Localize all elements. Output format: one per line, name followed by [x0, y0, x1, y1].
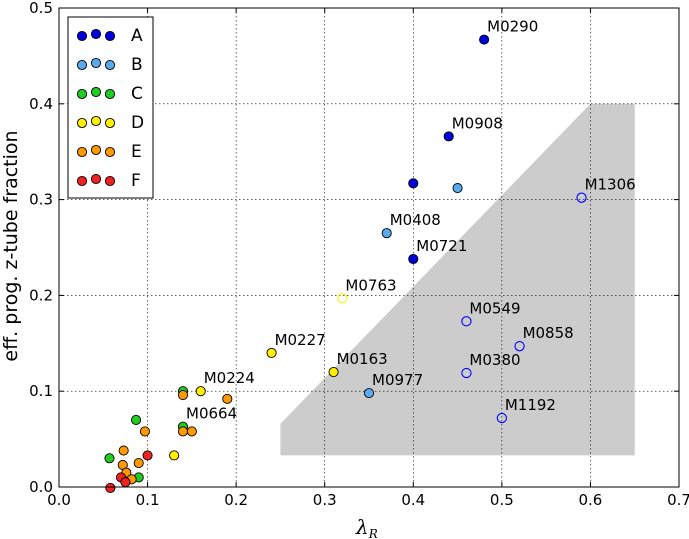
y-tick-label: 0.0: [29, 478, 53, 496]
legend-marker: [90, 57, 102, 69]
legend-marker: [104, 30, 116, 42]
data-point-d: [328, 366, 339, 378]
point-annotation: M0408: [390, 211, 441, 229]
data-point-a: [408, 253, 419, 265]
x-tick-label: 0.7: [667, 491, 689, 509]
plot-frame: [58, 7, 680, 488]
point-annotation: M0224: [204, 369, 255, 387]
y-tick-label: 0.3: [29, 191, 53, 209]
point-annotation: M0227: [275, 331, 326, 349]
data-point-layer: [104, 34, 587, 494]
legend-box: [67, 16, 154, 199]
legend-marker: [76, 146, 88, 158]
y-axis-label: eff. prog. z-tube fraction: [0, 130, 22, 361]
data-point-a: [408, 178, 419, 189]
tick-layer: 0.0 0.1 0.2 0.3 0.4 0.5 0.6 0.7 0.0 0.1 0.2 0.3 0.4 0…: [29, 0, 689, 509]
data-point-e: [118, 445, 129, 456]
legend-label: C: [131, 84, 143, 104]
data-point-d: [169, 450, 180, 461]
x-tick-label: 0.4: [401, 491, 425, 509]
x-tick-label: 0.5: [490, 491, 514, 509]
data-point-e: [133, 457, 144, 469]
data-point-open: [514, 341, 525, 352]
legend-label: D: [131, 113, 144, 133]
legend-label: A: [131, 26, 143, 46]
x-axis-label-subscript: R: [368, 527, 378, 539]
point-annotation: M0290: [487, 18, 538, 36]
shaded-region-layer: [280, 103, 635, 456]
x-axis-label-symbol: λ: [355, 515, 369, 539]
y-tick-label: 0.4: [29, 95, 53, 113]
data-point-c: [104, 453, 115, 464]
point-annotation: M0664: [186, 405, 237, 423]
y-tick-label: 0.1: [29, 382, 53, 400]
legend-marker: [104, 117, 116, 129]
data-point-b: [381, 228, 392, 239]
x-tick-label: 0.6: [578, 491, 602, 509]
point-annotation: M0763: [345, 276, 396, 294]
data-point-a: [443, 131, 454, 142]
y-tick-label: 0.5: [29, 0, 53, 17]
legend-marker: [76, 30, 88, 42]
data-point-f: [120, 477, 131, 488]
data-point-a: [479, 34, 490, 45]
data-point-e: [139, 426, 150, 437]
data-point-open: [337, 293, 348, 304]
data-point-e: [186, 426, 197, 437]
legend-marker: [90, 115, 102, 127]
point-annotation: M1192: [505, 396, 556, 414]
legend-marker: [76, 88, 88, 100]
x-tick-label: 0.2: [224, 491, 248, 509]
legend-label: F: [131, 171, 141, 191]
x-axis-label: λR: [355, 515, 378, 539]
data-point-f: [105, 482, 116, 494]
data-point-open: [576, 192, 587, 203]
x-tick-label: 0.0: [47, 491, 71, 509]
data-point-e: [177, 389, 189, 401]
data-point-open: [496, 412, 508, 424]
legend-marker: [104, 88, 116, 100]
data-point-e: [177, 426, 189, 437]
data-point-d: [266, 347, 277, 358]
point-annotation: M0380: [469, 351, 520, 369]
legend-marker: [90, 86, 102, 98]
data-point-f: [142, 450, 153, 461]
legend-marker: [76, 117, 88, 129]
legend-marker: [90, 173, 102, 185]
data-point-b: [363, 388, 375, 399]
point-annotation: M0908: [452, 114, 503, 132]
x-tick-label: 0.1: [136, 491, 160, 509]
legend-marker: [76, 175, 88, 187]
data-point-b: [452, 183, 463, 194]
data-point-c: [131, 414, 142, 425]
point-annotation: M0163: [337, 350, 388, 368]
legend-marker: [76, 59, 88, 71]
data-point-e: [222, 393, 233, 404]
data-point-open: [461, 367, 472, 379]
point-annotation: M0721: [416, 237, 467, 255]
legend-marker: [90, 28, 102, 40]
legend-label: E: [131, 142, 142, 162]
legend-label: B: [131, 55, 143, 75]
legend-marker: [104, 146, 116, 158]
legend-marker: [104, 175, 116, 187]
legend-marker: [90, 144, 102, 156]
y-tick-label: 0.2: [29, 286, 53, 304]
point-annotation: M1306: [585, 176, 636, 194]
annotation-layer: M0290 M0908 M1306 M0408 M0721 M0763 M0549M0858…: [186, 18, 636, 423]
grid-layer: [59, 8, 679, 487]
point-annotation: M0549: [469, 299, 520, 317]
shaded-region: [280, 103, 635, 456]
data-point-d: [195, 386, 206, 397]
point-annotation: M0977: [372, 371, 423, 389]
x-tick-label: 0.3: [313, 491, 337, 509]
point-annotation: M0858: [523, 324, 574, 342]
data-point-open: [461, 316, 472, 327]
legend-marker: [104, 59, 116, 71]
